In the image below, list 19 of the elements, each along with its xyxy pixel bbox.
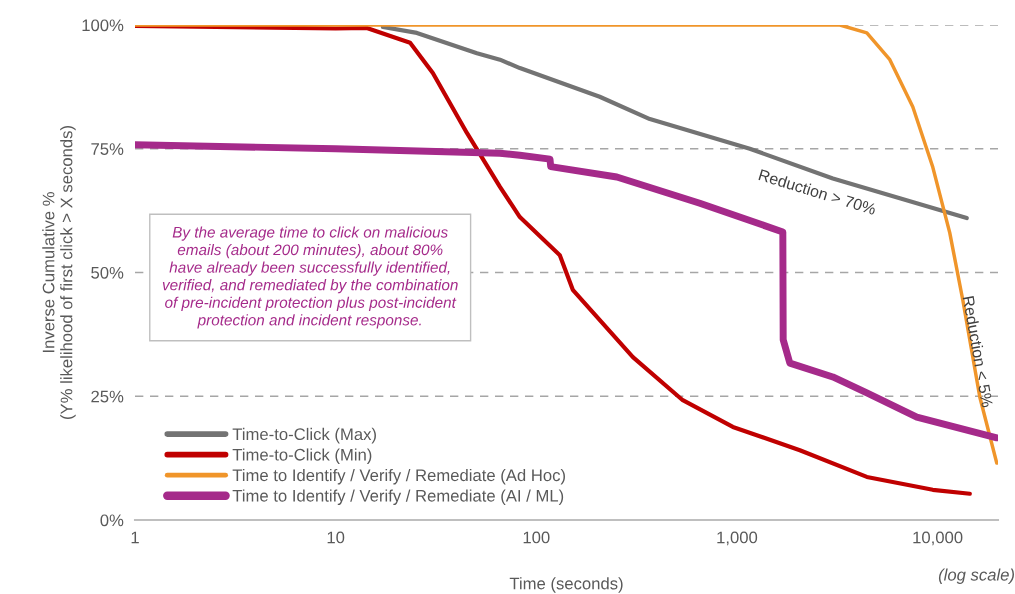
y-tick-label: 25% [91, 390, 124, 403]
y-tick-label: 50% [91, 266, 124, 279]
x-tick-label: 1,000 [717, 531, 758, 546]
y-tick-label: 100% [82, 19, 124, 32]
text: (log scale) [938, 568, 1015, 584]
y-tick-label: 75% [91, 143, 124, 155]
y-axis-title: Inverse Cumulative % (Y% likelihood of first click > X seconds) [42, 126, 76, 419]
legend-label: Time to Identify / Verify / Remediate (Ad Hoc) [232, 468, 565, 485]
legend-label: Time-to-Click (Max) [232, 427, 376, 444]
legend-label: Time-to-Click (Min) [232, 448, 372, 464]
x-tick-label: 1 [131, 531, 139, 544]
x-tick-label: 10 [327, 531, 345, 544]
legend-label: Time to Identify / Verify / Remediate (AI / ML) [232, 489, 564, 505]
y-tick-label: 0% [100, 514, 124, 527]
x-axis-title: Time (seconds) [509, 577, 623, 593]
annotation: By the average time to click on malicious emails (about 200 minutes), about 80% have already been successfully identified, verified, and remediated by the combination of pre-incident protection plus post-incident protection and incident response. [162, 226, 458, 329]
x-tick-label: 100 [523, 531, 550, 544]
annotation: Reduction < 5% [962, 295, 994, 408]
x-tick-label: 10,000 [913, 531, 963, 546]
